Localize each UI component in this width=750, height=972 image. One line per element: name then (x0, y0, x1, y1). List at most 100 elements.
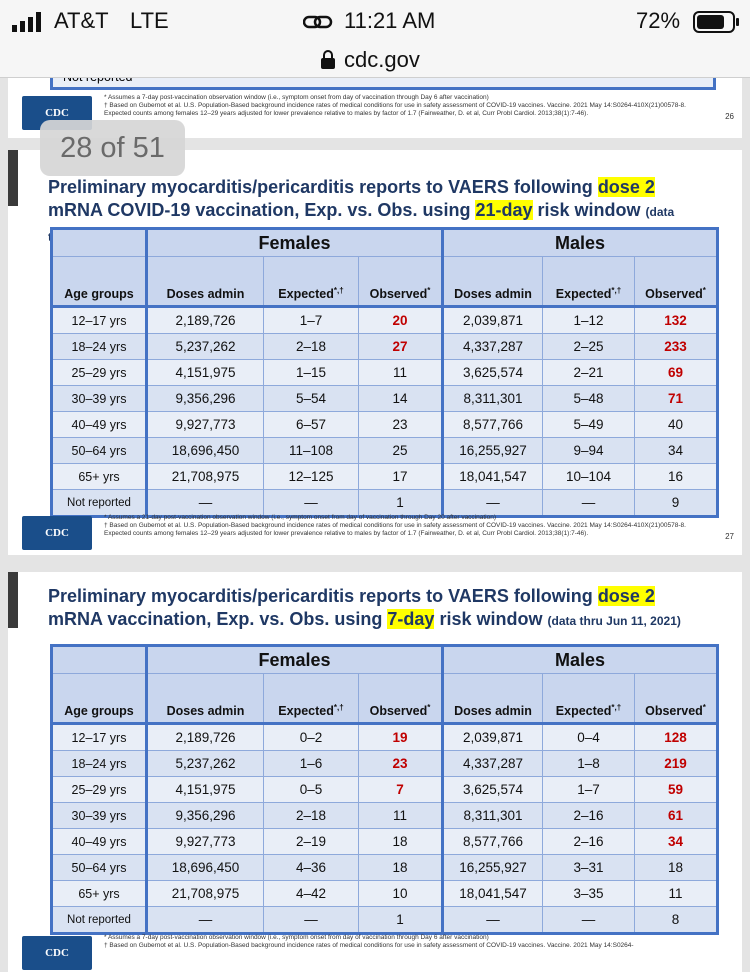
column-header: Expected*,† (542, 673, 635, 725)
data-cell: 34 (633, 828, 719, 855)
data-cell: — (263, 489, 359, 517)
age-group: 25–29 yrs (51, 776, 147, 803)
slide: Not reportedCDC* Assumes a 7-day post-va… (8, 78, 742, 138)
data-cell: 9–94 (542, 437, 635, 464)
data-cell: 16,255,927 (441, 437, 543, 464)
data-cell: 8,577,766 (441, 828, 543, 855)
data-cell: 17 (358, 463, 443, 490)
age-group: 50–64 yrs (51, 437, 147, 464)
age-group: 40–49 yrs (51, 828, 147, 855)
title-note: (data thru Jun 11, 2021) (547, 614, 681, 628)
battery-icon (693, 11, 739, 33)
data-cell: 4–36 (263, 854, 359, 881)
data-cell: 128 (633, 723, 719, 751)
data-cell: 1 (358, 906, 443, 934)
data-cell: 11 (633, 880, 719, 907)
data-cell: 40 (633, 411, 719, 438)
data-cell: 0–2 (263, 723, 359, 751)
data-cell: 6–57 (263, 411, 359, 438)
data-cell: 2–18 (263, 333, 359, 360)
data-cell: 11 (358, 359, 443, 386)
column-header-text: Expected (555, 287, 612, 301)
data-cell: 18 (633, 854, 719, 881)
column-header-text: Observed (645, 287, 703, 301)
data-cell: 18,041,547 (441, 463, 543, 490)
data-table: Females Males Age groups Doses admin Expecte… (50, 227, 720, 518)
footnote-mark: *,† (611, 285, 622, 295)
data-cell: 0–4 (542, 723, 635, 751)
page-number: 26 (725, 112, 734, 121)
page-indicator: 28 of 51 (40, 120, 185, 176)
column-header-row: Age groups Doses admin Expected*,† Observed… (51, 256, 719, 308)
column-header-text: Observed (369, 704, 428, 718)
data-row: 25–29 yrs 4,151,975 1–15 11 3,625,574 2–21 69 (51, 359, 719, 386)
data-cell: 2–21 (542, 359, 635, 386)
row-header: Age groups (51, 256, 147, 308)
data-cell: 18,696,450 (145, 437, 264, 464)
data-row: 40–49 yrs 9,927,773 6–57 23 8,577,766 5–49 40 (51, 411, 719, 438)
title-part: 7-day (387, 609, 435, 629)
data-cell: 8 (633, 906, 719, 934)
data-row: Not reported — —1— —9 (51, 489, 719, 517)
footnote-mark: *,† (333, 702, 344, 712)
data-cell: 11 (358, 802, 443, 829)
column-header-row: Age groups Doses admin Expected*,† Observed… (51, 673, 719, 725)
footnote: † Based on Gubernot et al. U.S. Populati… (104, 942, 634, 949)
group-header: Males (440, 645, 719, 674)
group-header: Females (145, 645, 443, 674)
title-part: mRNA vaccination, Exp. vs. Obs. using (48, 609, 388, 629)
footnote-mark: * (427, 285, 431, 295)
footnote-mark: *,† (333, 285, 344, 295)
blank-cell (51, 645, 147, 674)
carrier: AT&T (54, 8, 109, 33)
age-group: 30–39 yrs (51, 385, 147, 412)
column-header: Doses admin (145, 256, 264, 308)
data-cell: 18,696,450 (145, 854, 264, 881)
data-cell: 2–16 (542, 828, 635, 855)
slide: Preliminary myocarditis/pericarditis rep… (8, 150, 742, 555)
title-part: Preliminary myocarditis/pericarditis rep… (48, 586, 598, 606)
data-cell: 9,927,773 (145, 411, 264, 438)
data-table: Females Males Age groups Doses admin Expecte… (50, 644, 720, 935)
data-cell: 3–35 (542, 880, 635, 907)
age-group: 65+ yrs (51, 880, 147, 907)
data-cell: 2–19 (263, 828, 359, 855)
status-bar: AT&T LTE 11:21 AM 72% (0, 0, 750, 42)
data-cell: — (441, 906, 543, 934)
title-part: mRNA COVID-19 vaccination, Exp. vs. Obs.… (48, 200, 476, 220)
address-bar[interactable]: cdc.gov (0, 42, 750, 78)
column-header-text: Doses admin (454, 704, 532, 718)
signal-icon (12, 12, 41, 32)
data-cell: 34 (633, 437, 719, 464)
data-cell: 2,189,726 (145, 723, 264, 751)
data-cell: 219 (633, 750, 719, 777)
data-cell: 1–7 (542, 776, 635, 803)
data-cell: 1–8 (542, 750, 635, 777)
data-cell: 16,255,927 (441, 854, 543, 881)
age-group: 50–64 yrs (51, 854, 147, 881)
data-row: 50–64 yrs 18,696,450 11–108 25 16,255,927 9–9… (51, 437, 719, 464)
data-row: 18–24 yrs 5,237,262 2–18 27 4,337,287 2–25 233 (51, 333, 719, 360)
column-header-text: Doses admin (166, 704, 245, 718)
data-cell: 23 (358, 750, 443, 777)
data-cell: 233 (633, 333, 719, 360)
data-cell: 71 (633, 385, 719, 412)
data-cell: — (263, 906, 359, 934)
footnote: † Based on Gubernot et al. U.S. Populati… (104, 102, 686, 117)
network: LTE (130, 8, 169, 33)
age-group: 40–49 yrs (51, 411, 147, 438)
column-header: Doses admin (441, 673, 543, 725)
column-header-text: Doses admin (454, 287, 532, 301)
group-header-row: Females Males (51, 228, 719, 257)
data-cell: 4,337,287 (441, 750, 543, 777)
data-cell: 132 (633, 306, 719, 334)
battery-percent: 72% (636, 8, 681, 33)
data-cell: 8,311,301 (441, 385, 543, 412)
data-cell: 18 (358, 828, 443, 855)
data-cell: 9 (633, 489, 719, 517)
table-fragment: Not reported (50, 78, 716, 90)
data-cell: 4,337,287 (441, 333, 543, 360)
data-cell: 1 (358, 489, 443, 517)
data-row: 65+ yrs 21,708,975 4–42 10 18,041,547 3–35 11 (51, 880, 719, 907)
